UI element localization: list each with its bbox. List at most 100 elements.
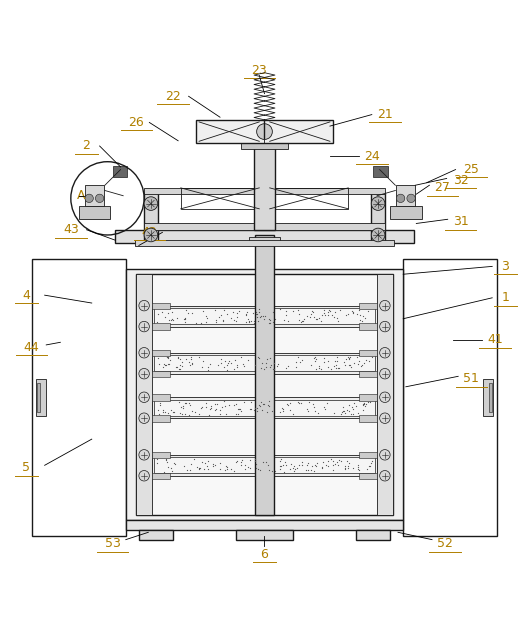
Point bbox=[253, 403, 261, 413]
Point bbox=[367, 458, 375, 468]
Text: 3: 3 bbox=[501, 260, 509, 273]
Point bbox=[245, 404, 254, 414]
Point bbox=[259, 456, 267, 466]
Point bbox=[188, 359, 196, 369]
Circle shape bbox=[407, 194, 415, 203]
Point bbox=[262, 456, 270, 466]
Point bbox=[191, 408, 199, 418]
Point bbox=[236, 352, 245, 362]
Point bbox=[178, 357, 187, 367]
Point bbox=[270, 364, 279, 374]
Point bbox=[314, 408, 323, 418]
Point bbox=[260, 399, 268, 409]
Point bbox=[355, 465, 363, 475]
Point bbox=[361, 313, 369, 323]
Point bbox=[266, 318, 274, 328]
Point bbox=[172, 362, 180, 372]
Bar bbox=[359, 415, 377, 422]
Point bbox=[181, 317, 189, 327]
Bar bbox=[241, 139, 288, 149]
Point bbox=[238, 455, 246, 465]
Point bbox=[354, 408, 362, 418]
Point bbox=[250, 315, 258, 325]
Point bbox=[334, 317, 342, 327]
Point bbox=[222, 461, 231, 471]
Bar bbox=[489, 382, 491, 412]
Point bbox=[309, 399, 317, 409]
Point bbox=[191, 318, 200, 328]
Point bbox=[315, 363, 324, 373]
Bar bbox=[144, 223, 385, 229]
Point bbox=[163, 353, 172, 363]
Point bbox=[271, 314, 279, 324]
Circle shape bbox=[380, 450, 390, 460]
Text: 22: 22 bbox=[165, 90, 181, 103]
Point bbox=[207, 403, 216, 413]
Point bbox=[368, 352, 377, 362]
Point bbox=[165, 315, 173, 325]
Point bbox=[265, 396, 273, 406]
Point bbox=[320, 353, 329, 363]
Bar bbox=[154, 400, 375, 416]
Point bbox=[186, 400, 194, 410]
Point bbox=[320, 402, 328, 412]
Text: 6: 6 bbox=[261, 548, 268, 561]
Point bbox=[244, 316, 253, 326]
Point bbox=[185, 357, 193, 367]
Text: 32: 32 bbox=[453, 174, 469, 186]
Point bbox=[251, 456, 260, 466]
Point bbox=[241, 460, 249, 470]
Point bbox=[159, 405, 167, 415]
Bar bbox=[377, 274, 393, 515]
Bar bbox=[249, 237, 280, 245]
Point bbox=[286, 398, 295, 408]
Point bbox=[216, 405, 224, 415]
Point bbox=[291, 357, 300, 367]
Point bbox=[339, 402, 347, 412]
Point bbox=[167, 314, 176, 324]
Text: 21: 21 bbox=[377, 108, 393, 121]
Point bbox=[164, 352, 172, 362]
Point bbox=[251, 359, 260, 369]
Point bbox=[289, 305, 298, 315]
Point bbox=[194, 409, 203, 419]
Point bbox=[201, 458, 209, 468]
Point bbox=[292, 362, 300, 372]
Point bbox=[188, 358, 197, 368]
Point bbox=[221, 465, 230, 475]
Circle shape bbox=[396, 194, 405, 203]
Point bbox=[366, 461, 374, 471]
Text: 42: 42 bbox=[141, 226, 157, 239]
Point bbox=[161, 361, 169, 371]
Text: 44: 44 bbox=[24, 341, 40, 354]
Point bbox=[240, 361, 248, 371]
Point bbox=[204, 463, 212, 473]
Bar bbox=[359, 350, 377, 356]
Point bbox=[230, 400, 238, 410]
Circle shape bbox=[380, 300, 390, 311]
Point bbox=[197, 402, 206, 412]
Point bbox=[232, 312, 241, 322]
Point bbox=[164, 461, 172, 472]
Point bbox=[236, 404, 244, 414]
Point bbox=[348, 402, 357, 412]
Circle shape bbox=[139, 392, 149, 403]
Point bbox=[355, 356, 363, 366]
Text: 2: 2 bbox=[83, 139, 90, 152]
Point bbox=[170, 458, 178, 468]
Point bbox=[256, 401, 264, 411]
Point bbox=[276, 464, 284, 474]
Point bbox=[278, 403, 287, 413]
Point bbox=[305, 312, 314, 322]
Point bbox=[254, 307, 263, 317]
Circle shape bbox=[139, 369, 149, 379]
Point bbox=[341, 461, 349, 471]
Point bbox=[211, 305, 219, 315]
Point bbox=[211, 404, 220, 414]
Point bbox=[324, 456, 333, 466]
Point bbox=[304, 465, 312, 475]
Point bbox=[353, 460, 362, 470]
Point bbox=[204, 362, 212, 372]
Point bbox=[345, 352, 354, 362]
Point bbox=[266, 362, 274, 372]
